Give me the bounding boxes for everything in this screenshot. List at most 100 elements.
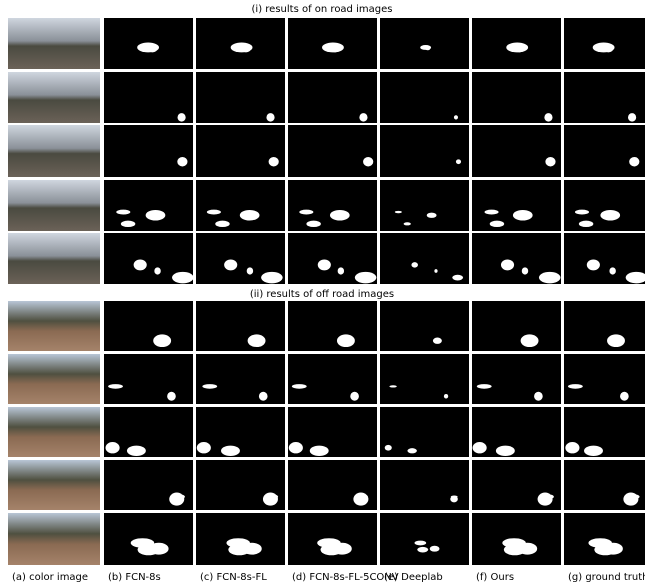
mask-blob — [506, 42, 529, 53]
mask-blob — [258, 391, 268, 401]
mask-blob — [495, 445, 515, 456]
mask-blob — [306, 220, 321, 228]
mask-blob — [389, 385, 397, 388]
color-image — [8, 180, 100, 231]
mask-blob — [224, 259, 238, 271]
mask-image — [288, 301, 377, 351]
color-image — [8, 460, 100, 510]
mask-blob — [450, 495, 458, 503]
mask-blob — [594, 544, 617, 556]
mask-blob — [120, 220, 136, 228]
mask-blob — [239, 209, 260, 221]
mask-blob — [584, 445, 603, 456]
mask-blob — [337, 267, 345, 275]
mask-image — [196, 180, 285, 231]
mask-image — [472, 407, 561, 457]
mask-blob — [354, 271, 377, 284]
mask-image — [472, 354, 561, 404]
mask-blob — [202, 384, 218, 389]
mask-blob — [417, 546, 429, 553]
mask-image — [564, 301, 645, 351]
mask-blob — [126, 445, 146, 456]
mask-image — [564, 180, 645, 231]
column-label: (e) Deeplab — [384, 572, 443, 583]
mask-blob — [261, 271, 283, 284]
mask-image — [196, 301, 285, 351]
mask-blob — [116, 209, 131, 215]
mask-blob — [177, 156, 188, 167]
mask-blob — [329, 209, 350, 221]
mask-blob — [429, 545, 440, 552]
mask-blob — [627, 113, 637, 122]
mask-blob — [407, 448, 417, 454]
column-label: (a) color image — [12, 572, 88, 583]
color-image — [8, 513, 100, 565]
mask-blob — [537, 492, 553, 506]
mask-blob — [299, 209, 314, 215]
column-label: (d) FCN-8s-FL-5CONV — [292, 572, 399, 583]
mask-blob — [500, 259, 515, 271]
mask-blob — [455, 159, 462, 165]
mask-blob — [105, 442, 120, 454]
color-image — [8, 233, 100, 284]
mask-blob — [426, 212, 437, 218]
mask-blob — [623, 492, 639, 506]
section-title: (ii) results of off road images — [250, 289, 394, 300]
mask-blob — [247, 334, 266, 348]
mask-image — [380, 180, 469, 231]
mask-blob — [268, 156, 279, 167]
mask-blob — [206, 209, 221, 215]
mask-blob — [512, 209, 533, 221]
mask-blob — [262, 492, 278, 506]
color-image — [8, 407, 100, 457]
mask-image — [288, 180, 377, 231]
mask-blob — [291, 384, 307, 389]
mask-blob — [317, 259, 331, 271]
mask-blob — [538, 271, 561, 284]
mask-image — [380, 18, 469, 69]
mask-blob — [411, 262, 418, 268]
mask-blob — [137, 42, 160, 53]
mask-blob — [322, 42, 344, 53]
section-title: (i) results of on road images — [252, 4, 393, 15]
mask-image — [104, 354, 193, 404]
mask-blob — [620, 391, 629, 401]
mask-blob — [420, 44, 432, 50]
mask-blob — [145, 209, 166, 221]
mask-blob — [534, 391, 543, 401]
mask-blob — [353, 492, 369, 506]
mask-blob — [600, 209, 621, 221]
mask-blob — [309, 445, 329, 456]
mask-blob — [592, 42, 615, 53]
mask-blob — [221, 445, 240, 456]
mask-blob — [350, 391, 359, 401]
mask-blob — [230, 42, 253, 53]
mask-blob — [565, 442, 580, 454]
mask-blob — [434, 269, 438, 273]
mask-blob — [266, 113, 275, 122]
column-label: (b) FCN-8s — [108, 572, 161, 583]
mask-blob — [520, 334, 539, 348]
mask-blob — [414, 540, 427, 546]
mask-blob — [443, 394, 449, 399]
mask-blob — [359, 113, 368, 122]
mask-blob — [544, 113, 553, 122]
mask-blob — [288, 442, 303, 454]
mask-image — [196, 125, 285, 177]
mask-image — [380, 125, 469, 177]
mask-blob — [521, 267, 529, 275]
mask-image — [104, 72, 193, 123]
color-image — [8, 18, 100, 69]
mask-blob — [169, 492, 185, 506]
color-image — [8, 354, 100, 404]
mask-blob — [403, 222, 411, 226]
mask-blob — [137, 544, 160, 556]
mask-blob — [108, 384, 123, 389]
mask-image — [472, 180, 561, 231]
mask-blob — [489, 220, 505, 228]
mask-blob — [453, 115, 459, 120]
mask-image — [564, 125, 645, 177]
mask-blob — [545, 156, 556, 167]
mask-blob — [432, 337, 442, 344]
